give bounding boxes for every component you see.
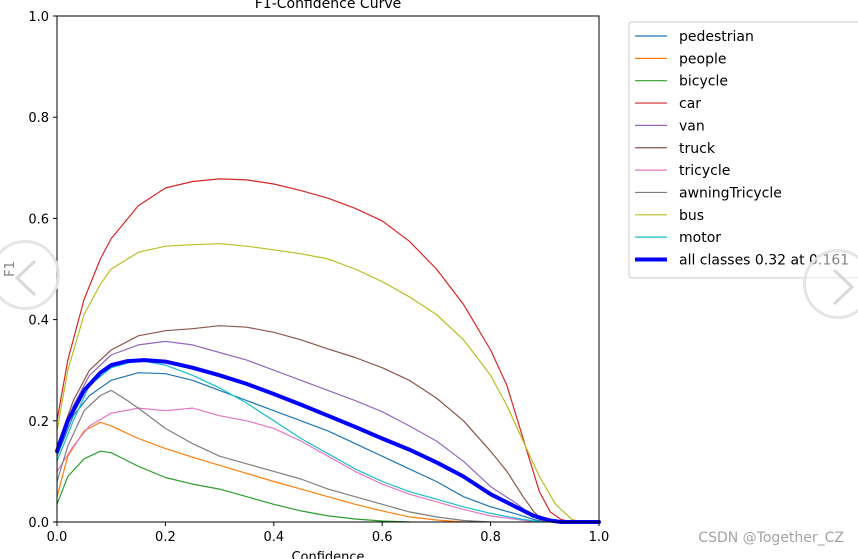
- x-tick-label: 0.4: [263, 530, 284, 545]
- nav-previous-button[interactable]: [0, 240, 60, 310]
- legend-label: all classes 0.32 at 0.161: [679, 253, 849, 269]
- legend-label: bus: [679, 208, 704, 224]
- x-tick-label: 0.6: [372, 530, 393, 545]
- y-tick-label: 0.4: [28, 314, 49, 329]
- chevron-left-icon: [14, 259, 37, 297]
- legend-label: truck: [679, 141, 716, 157]
- y-tick-label: 0.2: [28, 415, 49, 430]
- x-tick-label: 0.8: [480, 530, 501, 545]
- x-axis-label: Confidence: [291, 550, 364, 559]
- legend-box: [628, 21, 858, 279]
- y-tick-label: 1.0: [28, 10, 49, 25]
- series-line-all: [55, 358, 601, 524]
- series-line-tricycle: [56, 407, 535, 523]
- legend-label: van: [679, 118, 705, 134]
- series-line-pedestrian: [56, 372, 546, 523]
- series-line-bus: [56, 243, 600, 523]
- nav-next-button[interactable]: [803, 249, 858, 319]
- legend-label: motor: [679, 230, 721, 246]
- series-line-car: [56, 178, 600, 523]
- x-tick-label: 0.2: [155, 530, 176, 545]
- legend-label: pedestrian: [679, 29, 754, 45]
- series-line-truck: [56, 325, 546, 523]
- watermark: CSDN @Together_CZ: [698, 530, 844, 546]
- legend-label: bicycle: [679, 74, 728, 90]
- plot-frame: [56, 15, 600, 523]
- x-tick-label: 1.0: [589, 530, 610, 545]
- y-tick-label: 0.6: [28, 212, 49, 227]
- chart-title: F1-Confidence Curve: [255, 0, 401, 12]
- legend-label: car: [679, 96, 701, 112]
- legend-label: tricycle: [679, 163, 730, 179]
- legend-label: people: [679, 51, 726, 67]
- y-tick-label: 0.8: [28, 111, 49, 126]
- chevron-right-icon: [832, 268, 855, 306]
- legend: pedestrian people bicycle car van truck tricyc…: [628, 21, 858, 279]
- x-tick-label: 0.0: [47, 530, 68, 545]
- legend-label: awningTricycle: [679, 185, 782, 201]
- series-line-awningTricycle: [56, 389, 492, 523]
- series-line-van: [56, 340, 546, 523]
- series-line-motor: [56, 359, 546, 523]
- series-line-bicycle: [56, 450, 410, 523]
- y-tick-label: 0.0: [28, 516, 49, 531]
- series-line-people: [56, 421, 465, 523]
